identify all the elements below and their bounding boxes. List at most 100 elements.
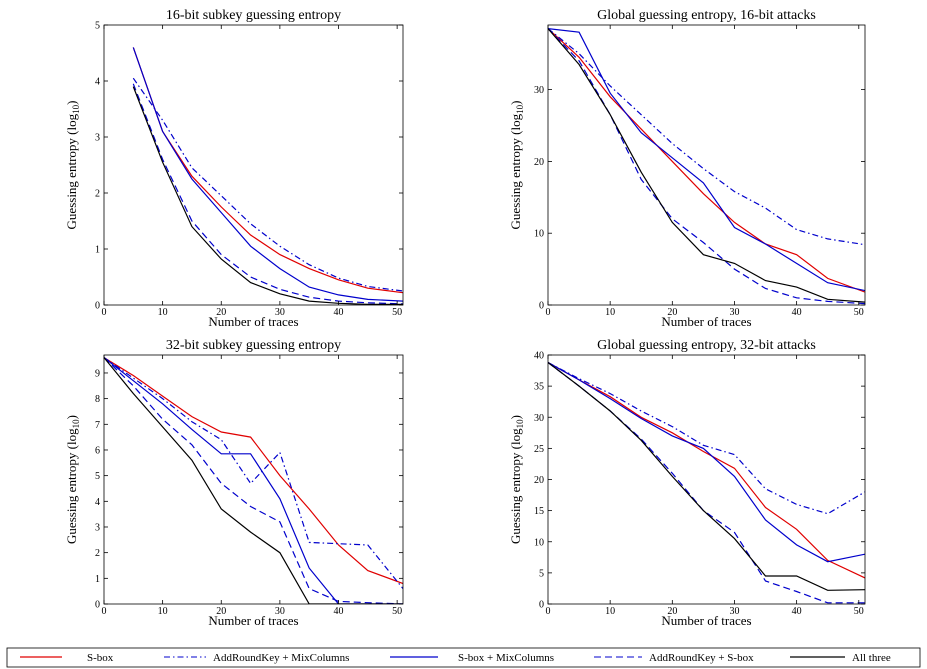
- series-group: [132, 47, 403, 305]
- series-line-s-box: [104, 357, 403, 585]
- x-tick-label: 10: [605, 606, 615, 617]
- y-axis-label-close: ): [64, 101, 79, 105]
- series-line-s-box-mixcolumns: [548, 28, 865, 292]
- series-line-s-box-mixcolumns: [548, 361, 865, 563]
- y-tick-label: 20: [534, 157, 544, 168]
- series-line-s-box: [548, 361, 865, 579]
- x-tick-label: 30: [275, 307, 285, 318]
- x-tick-label: 0: [546, 307, 551, 318]
- chart-panel-4: 0 10 20 30 40 50 0 5 10 15 20 25 30 35 40 Global guessi…: [508, 338, 866, 628]
- x-tick-label: 50: [392, 307, 402, 318]
- y-tick-label: 30: [534, 413, 544, 424]
- series-line-addroundkey-s-box: [548, 28, 865, 305]
- series-line-s-box: [548, 28, 865, 293]
- legend: S-box AddRoundKey + MixColumns S-box + M…: [6, 647, 921, 668]
- y-tick-label: 4: [95, 497, 100, 508]
- y-tick-label: 2: [95, 189, 100, 200]
- x-tick-label: 20: [667, 606, 677, 617]
- y-tick-label: 1: [95, 574, 100, 585]
- x-tick-label: 50: [854, 606, 864, 617]
- series-line-s-box-mixcolumns: [132, 47, 403, 302]
- y-tick-label: 0: [95, 301, 100, 312]
- x-tick-label: 20: [216, 307, 226, 318]
- y-axis-label-subscript: 10: [71, 419, 81, 429]
- x-tick-label: 20: [667, 307, 677, 318]
- y-axis-label-main: Guessing entropy (log: [64, 428, 79, 544]
- y-axis-label-main: Guessing entropy (log: [508, 113, 523, 229]
- x-tick-label: 10: [605, 307, 615, 318]
- x-tick-label: 0: [546, 606, 551, 617]
- series-line-all-three: [548, 28, 865, 303]
- chart-title: Global guessing entropy, 16-bit attacks: [597, 8, 816, 23]
- x-tick-label: 50: [392, 606, 402, 617]
- y-axis-label-close: ): [508, 415, 523, 419]
- series-line-s-box: [132, 47, 403, 294]
- series-line-addroundkey-mixcolumns: [104, 357, 403, 589]
- series-group: [548, 28, 865, 305]
- series-line-addroundkey-mixcolumns: [548, 361, 865, 515]
- y-axis-label-main: Guessing entropy (log: [508, 428, 523, 544]
- y-tick-label: 7: [95, 420, 100, 431]
- y-tick-label: 20: [534, 475, 544, 486]
- legend-label-addroundkey-mixcolumns: AddRoundKey + MixColumns: [213, 652, 349, 664]
- series-line-s-box-mixcolumns: [104, 357, 403, 604]
- legend-label-addroundkey-s-box: AddRoundKey + S-box: [649, 652, 754, 664]
- y-tick-label: 40: [534, 351, 544, 362]
- y-tick-label: 5: [95, 21, 100, 32]
- chart-title: 32-bit subkey guessing entropy: [166, 338, 341, 353]
- series-group: [104, 357, 403, 604]
- x-tick-label: 10: [158, 307, 168, 318]
- series-line-all-three: [132, 86, 403, 305]
- x-tick-label: 40: [792, 606, 802, 617]
- y-tick-label: 3: [95, 133, 100, 144]
- y-tick-label: 15: [534, 506, 544, 517]
- x-tick-label: 30: [275, 606, 285, 617]
- x-tick-label: 0: [102, 307, 107, 318]
- chart-title: 16-bit subkey guessing entropy: [166, 8, 341, 23]
- plot-frame: [547, 24, 866, 306]
- series-line-all-three: [548, 362, 865, 591]
- x-tick-label: 40: [334, 307, 344, 318]
- y-axis-label-subscript: 10: [71, 104, 81, 114]
- y-tick-label: 0: [539, 301, 544, 312]
- plot-frame: [547, 354, 866, 605]
- y-tick-label: 10: [534, 537, 544, 548]
- series-group: [548, 361, 865, 604]
- series-line-addroundkey-mixcolumns: [132, 77, 403, 292]
- chart-panel-3: 0 10 20 30 40 50 0 1 2 3 4 5 6 7 8 9 32-bit subkey guess…: [64, 338, 404, 628]
- y-tick-label: 35: [534, 382, 544, 393]
- y-axis-label-main: Guessing entropy (log: [64, 113, 79, 229]
- x-tick-label: 10: [158, 606, 168, 617]
- y-tick-label: 1: [95, 245, 100, 256]
- x-tick-label: 30: [729, 307, 739, 318]
- x-axis-label: Number of traces: [661, 613, 751, 628]
- x-tick-label: 0: [102, 606, 107, 617]
- y-tick-label: 5: [539, 568, 544, 579]
- y-axis-label-close: ): [508, 101, 523, 105]
- y-axis-label-subscript: 10: [515, 104, 525, 114]
- y-axis-label: Guessing entropy (log10): [64, 101, 81, 230]
- y-axis-label: Guessing entropy (log10): [508, 415, 525, 544]
- series-line-addroundkey-mixcolumns: [548, 28, 865, 246]
- y-tick-label: 0: [95, 600, 100, 611]
- legend-label-s-box: S-box: [87, 652, 114, 664]
- y-tick-label: 9: [95, 368, 100, 379]
- legend-label-all-three: All three: [852, 652, 891, 664]
- y-tick-label: 25: [534, 444, 544, 455]
- x-tick-label: 20: [216, 606, 226, 617]
- y-tick-label: 2: [95, 548, 100, 559]
- plot-frame: [103, 354, 404, 605]
- x-tick-label: 40: [792, 307, 802, 318]
- chart-panel-1: 0 10 20 30 40 50 0 1 2 3 4 5 16-bit subkey guessing …: [64, 8, 404, 329]
- y-axis-label: Guessing entropy (log10): [64, 415, 81, 544]
- y-tick-label: 6: [95, 445, 100, 456]
- series-line-addroundkey-s-box: [132, 83, 403, 305]
- legend-frame: [6, 647, 921, 668]
- series-line-all-three: [104, 357, 403, 604]
- y-tick-label: 4: [95, 77, 100, 88]
- x-tick-label: 40: [334, 606, 344, 617]
- y-tick-label: 10: [534, 229, 544, 240]
- x-axis-label: Number of traces: [208, 613, 298, 628]
- series-line-addroundkey-s-box: [104, 357, 403, 604]
